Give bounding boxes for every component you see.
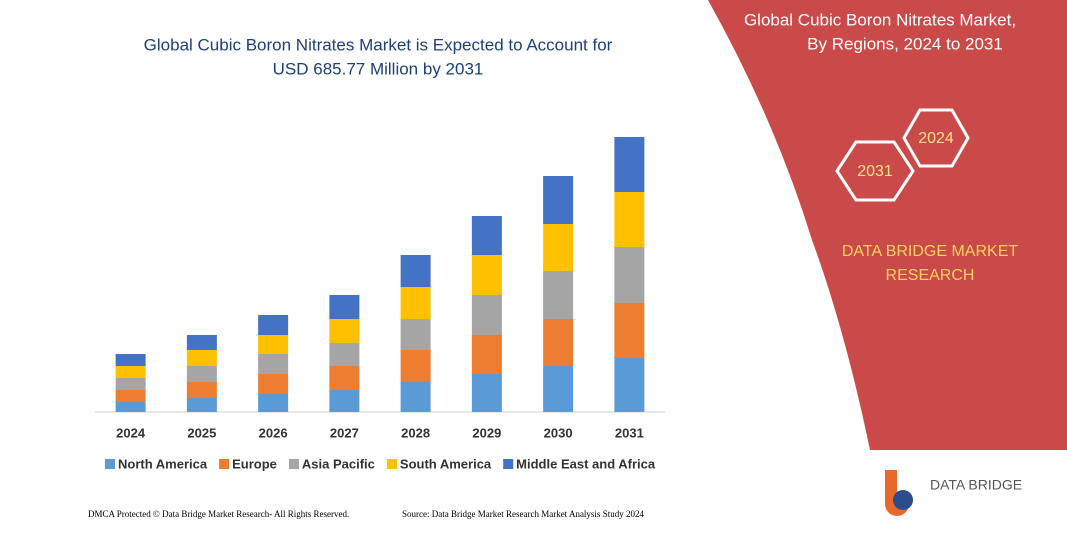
hexagon — [835, 140, 915, 202]
panel-title: By Regions, 2024 to 2031 — [807, 34, 1003, 53]
bar-segment — [400, 350, 431, 382]
bar-segment — [258, 374, 289, 394]
bar-segment — [329, 343, 360, 366]
brand-text: DATA BRIDGE MARKET — [842, 243, 1019, 260]
bar-segment — [186, 335, 217, 350]
bar-segment — [186, 350, 217, 366]
side-panel — [708, 0, 1067, 450]
bar-segment — [258, 354, 289, 374]
panel-title: Global Cubic Boron Nitrates Market, — [744, 10, 1016, 29]
legend-swatch — [219, 459, 230, 469]
legend-swatch — [386, 459, 397, 469]
x-tick-label: 2031 — [615, 425, 644, 440]
bar-segment — [186, 366, 217, 382]
bar-segment — [329, 366, 360, 390]
bar-segment — [543, 176, 574, 224]
bar-segment — [614, 358, 645, 412]
bar-segment — [329, 295, 360, 319]
legend-label: Asia Pacific — [302, 456, 375, 471]
bar-segment — [400, 319, 431, 350]
bar-segment — [614, 192, 645, 247]
legend-label: North America — [118, 456, 208, 471]
legend-swatch — [105, 459, 115, 469]
logo-mark — [893, 490, 913, 510]
hexagon — [902, 108, 970, 168]
bar-segment — [258, 315, 289, 335]
x-tick-label: 2024 — [116, 425, 146, 440]
bar-segment — [115, 402, 146, 412]
bar-segment — [614, 247, 645, 303]
bar-segment — [543, 319, 574, 366]
bar-segment — [258, 335, 289, 354]
bar-segment — [400, 255, 431, 287]
bar-segment — [186, 382, 217, 398]
legend-label: Middle East and Africa — [516, 456, 656, 471]
bar-segment — [471, 335, 502, 374]
hex-label: 2024 — [918, 130, 954, 147]
bar-segment — [186, 398, 217, 412]
bar-segment — [115, 366, 146, 378]
footer-right: Source: Data Bridge Market Research Mark… — [402, 509, 644, 519]
x-tick-label: 2027 — [330, 425, 359, 440]
x-tick-label: 2030 — [544, 425, 573, 440]
logo-text: DATA BRIDGE — [930, 477, 1022, 493]
bar-segment — [543, 271, 574, 319]
bar-segment — [115, 378, 146, 390]
hex-label: 2031 — [857, 163, 893, 180]
bar-segment — [115, 354, 146, 366]
bar-segment — [543, 366, 574, 412]
chart-subtitle: USD 685.77 Million by 2031 — [273, 59, 484, 78]
bar-segment — [115, 390, 146, 402]
bar-segment — [543, 224, 574, 271]
brand-text: RESEARCH — [886, 267, 975, 284]
chart-title: Global Cubic Boron Nitrates Market is Ex… — [144, 35, 613, 54]
bar-segment — [400, 287, 431, 319]
legend-swatch — [288, 459, 299, 469]
bar-segment — [329, 390, 360, 412]
footer-left: DMCA Protected © Data Bridge Market Rese… — [88, 509, 349, 519]
x-tick-label: 2025 — [187, 425, 216, 440]
bar-segment — [471, 374, 502, 412]
legend-label: South America — [400, 456, 492, 471]
bar-segment — [471, 216, 502, 255]
legend-label: Europe — [232, 456, 277, 471]
bar-segment — [614, 303, 645, 358]
bar-segment — [614, 137, 645, 192]
legend-swatch — [503, 459, 514, 469]
bar-segment — [258, 394, 289, 412]
x-tick-label: 2029 — [472, 425, 501, 440]
bar-segment — [400, 382, 431, 412]
bar-segment — [471, 255, 502, 295]
x-tick-label: 2028 — [401, 425, 430, 440]
bar-segment — [329, 319, 360, 343]
bar-segment — [471, 295, 502, 335]
x-tick-label: 2026 — [259, 425, 288, 440]
